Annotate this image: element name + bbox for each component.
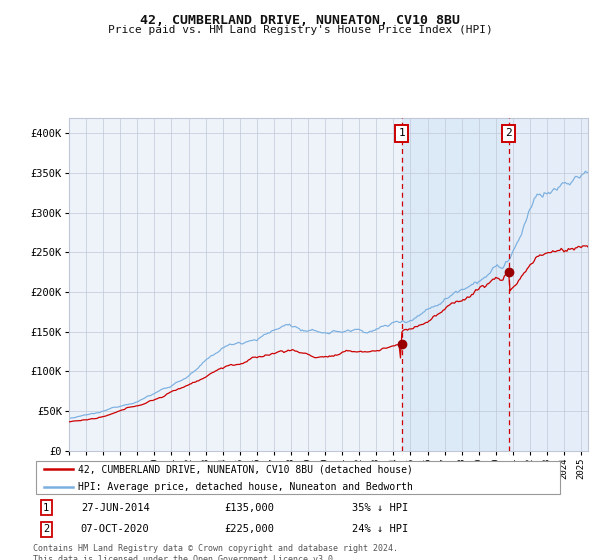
Text: Price paid vs. HM Land Registry's House Price Index (HPI): Price paid vs. HM Land Registry's House … (107, 25, 493, 35)
Text: 07-OCT-2020: 07-OCT-2020 (81, 525, 149, 534)
Text: 2: 2 (506, 128, 512, 138)
FancyBboxPatch shape (35, 461, 560, 494)
Text: 42, CUMBERLAND DRIVE, NUNEATON, CV10 8BU: 42, CUMBERLAND DRIVE, NUNEATON, CV10 8BU (140, 14, 460, 27)
Text: 27-JUN-2014: 27-JUN-2014 (81, 503, 149, 512)
Text: £225,000: £225,000 (224, 525, 274, 534)
Text: Contains HM Land Registry data © Crown copyright and database right 2024.
This d: Contains HM Land Registry data © Crown c… (33, 544, 398, 560)
Text: 1: 1 (43, 503, 49, 512)
Text: £135,000: £135,000 (224, 503, 274, 512)
Text: 1: 1 (398, 128, 405, 138)
Bar (402, 118, 509, 451)
Text: 2: 2 (43, 525, 49, 534)
Text: 42, CUMBERLAND DRIVE, NUNEATON, CV10 8BU (detached house): 42, CUMBERLAND DRIVE, NUNEATON, CV10 8BU… (78, 464, 413, 474)
Text: 35% ↓ HPI: 35% ↓ HPI (352, 503, 408, 512)
Bar (509, 118, 590, 451)
Text: HPI: Average price, detached house, Nuneaton and Bedworth: HPI: Average price, detached house, Nune… (78, 482, 413, 492)
Text: 24% ↓ HPI: 24% ↓ HPI (352, 525, 408, 534)
